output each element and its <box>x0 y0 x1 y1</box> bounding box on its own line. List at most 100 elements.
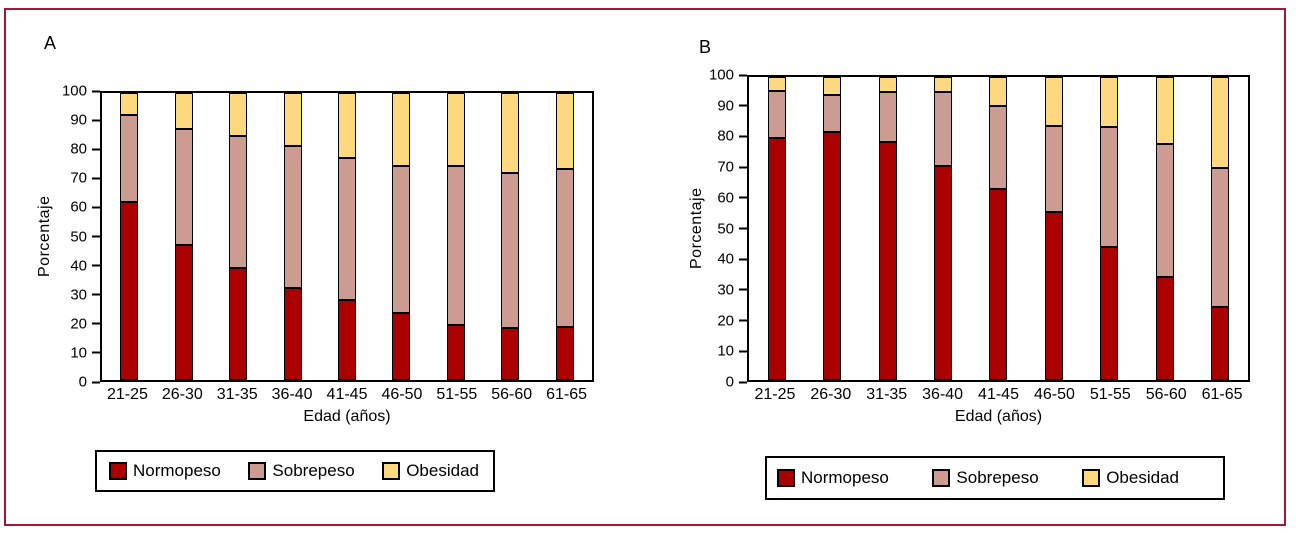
x-category-label-31-35: 31-35 <box>216 386 258 403</box>
y-tick-80: 80 <box>70 142 100 157</box>
x-category-label-36-40: 36-40 <box>922 386 964 403</box>
legend-swatch-normopeso <box>109 462 127 480</box>
segment-normopeso-61-65 <box>555 326 574 380</box>
bar-slot-26-30 <box>804 77 859 380</box>
stacked-bar-46-50 <box>392 93 411 380</box>
bar-slot-56-60 <box>1137 77 1192 380</box>
y-tick-mark <box>92 206 100 209</box>
segment-obesidad-46-50 <box>1044 77 1063 126</box>
x-category-label-61-65: 61-65 <box>546 386 588 403</box>
y-tick-label: 100 <box>708 66 734 84</box>
x-category-label-56-60: 56-60 <box>1145 386 1187 403</box>
y-tick-label: 50 <box>717 220 734 237</box>
segment-sobrepeso-61-65 <box>555 169 574 327</box>
segment-sobrepeso-21-25 <box>120 114 139 203</box>
y-tick-10: 10 <box>70 345 100 360</box>
stacked-bar-41-45 <box>989 77 1008 380</box>
y-tick-label: 40 <box>70 257 87 275</box>
y-tick-100: 100 <box>709 68 747 83</box>
stacked-bar-21-25 <box>120 93 139 380</box>
y-tick-label: 90 <box>717 97 734 115</box>
segment-normopeso-26-30 <box>174 245 193 380</box>
y-axis-ticks: 0 10 20 30 40 50 60 70 80 90 100 <box>28 84 100 390</box>
legend-label: Sobrepeso <box>272 461 355 480</box>
y-tick-label: 50 <box>70 228 87 245</box>
y-tick-50: 50 <box>70 229 100 244</box>
segment-normopeso-46-50 <box>392 312 411 380</box>
x-axis-categories: 21-25 26-30 31-35 36-40 41-45 46-50 51-55 56-60… <box>747 386 1250 404</box>
y-tick-mark <box>739 288 747 291</box>
segment-sobrepeso-36-40 <box>934 92 953 167</box>
x-category-label-51-55: 51-55 <box>1089 386 1131 403</box>
legend-label: Obesidad <box>1106 468 1179 487</box>
legend-swatch-obesidad <box>382 462 401 480</box>
y-tick-mark <box>92 177 100 180</box>
segment-sobrepeso-41-45 <box>989 105 1008 190</box>
y-tick-70: 70 <box>717 160 747 175</box>
y-tick-label: 0 <box>78 373 87 391</box>
y-tick-60: 60 <box>717 190 747 205</box>
segment-normopeso-56-60 <box>501 328 520 380</box>
segment-sobrepeso-31-35 <box>878 92 897 143</box>
y-tick-mark <box>739 227 747 230</box>
x-category-label-41-45: 41-45 <box>326 386 368 403</box>
segment-obesidad-36-40 <box>283 93 302 147</box>
stacked-bar-46-50 <box>1044 77 1063 380</box>
stacked-bar-61-65 <box>555 93 574 380</box>
bar-slot-61-65 <box>538 93 592 380</box>
y-tick-100: 100 <box>62 84 100 99</box>
segment-normopeso-21-25 <box>767 137 786 380</box>
y-tick-mark <box>92 351 100 354</box>
y-tick-mark <box>92 119 100 122</box>
y-tick-70: 70 <box>70 171 100 186</box>
segment-sobrepeso-51-55 <box>1100 127 1119 247</box>
y-tick-mark <box>92 293 100 296</box>
segment-normopeso-31-35 <box>878 142 897 380</box>
bar-slot-51-55 <box>1082 77 1137 380</box>
bar-slot-36-40 <box>265 93 319 380</box>
segment-sobrepeso-21-25 <box>767 90 786 138</box>
segment-normopeso-51-55 <box>446 325 465 380</box>
stacked-bar-21-25 <box>767 77 786 380</box>
y-tick-label: 60 <box>717 189 734 207</box>
x-axis-categories: 21-25 26-30 31-35 36-40 41-45 46-50 51-55 56-60… <box>100 386 594 404</box>
y-tick-mark <box>739 166 747 169</box>
stacked-bar-56-60 <box>1155 77 1174 380</box>
segment-sobrepeso-31-35 <box>229 136 248 269</box>
legend-item-sobrepeso: Sobrepeso <box>932 468 1039 488</box>
bar-slot-21-25 <box>102 93 156 380</box>
y-tick-mark <box>739 381 747 383</box>
legend-item-obesidad: Obesidad <box>1082 468 1179 488</box>
segment-normopeso-41-45 <box>989 189 1008 380</box>
legend: Normopeso Sobrepeso Obesidad <box>765 456 1225 500</box>
legend-label: Sobrepeso <box>956 468 1039 487</box>
y-tick-label: 60 <box>70 198 87 216</box>
y-tick-label: 40 <box>717 250 734 268</box>
legend-label: Normopeso <box>801 468 889 487</box>
y-tick-50: 50 <box>717 221 747 236</box>
bar-slot-21-25 <box>749 77 804 380</box>
x-category-label-26-30: 26-30 <box>161 386 203 403</box>
segment-obesidad-31-35 <box>878 77 897 93</box>
segment-normopeso-21-25 <box>120 202 139 380</box>
segment-normopeso-36-40 <box>934 166 953 380</box>
segment-sobrepeso-46-50 <box>1044 125 1063 212</box>
segment-obesidad-61-65 <box>1211 77 1230 168</box>
y-tick-90: 90 <box>717 98 747 113</box>
legend-swatch-obesidad <box>1082 469 1101 487</box>
bar-slot-41-45 <box>971 77 1026 380</box>
segment-obesidad-51-55 <box>1100 77 1119 128</box>
panel-a-label: A <box>44 33 57 53</box>
segment-sobrepeso-51-55 <box>446 166 465 326</box>
segment-sobrepeso-61-65 <box>1211 167 1230 308</box>
legend-swatch-sobrepeso <box>248 462 267 480</box>
y-tick-40: 40 <box>717 252 747 267</box>
y-tick-label: 80 <box>717 127 734 145</box>
legend-label: Normopeso <box>133 461 221 480</box>
segment-normopeso-61-65 <box>1211 307 1230 380</box>
legend-item-normopeso: Normopeso <box>777 468 889 488</box>
y-tick-30: 30 <box>70 287 100 302</box>
y-tick-mark <box>92 235 100 238</box>
segment-obesidad-41-45 <box>337 93 356 158</box>
x-axis-title: Edad (años) <box>303 408 391 425</box>
